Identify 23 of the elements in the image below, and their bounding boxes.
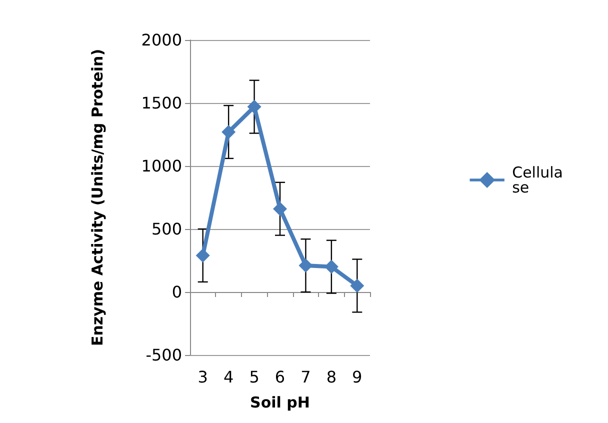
y-tick-label: 2000 (141, 30, 182, 50)
y-tick-label: 0 (172, 282, 182, 302)
legend-label: Cellulase (512, 164, 564, 196)
point (350, 278, 364, 293)
x-tick-label: 4 (223, 368, 234, 386)
x-tick-label: 5 (249, 368, 260, 386)
y-tick-label: -500 (146, 346, 182, 364)
y-tick-label: 1000 (141, 156, 182, 176)
point (273, 202, 287, 216)
point (247, 100, 262, 114)
y-tick-label: 1500 (141, 94, 182, 112)
point (196, 248, 210, 262)
point (298, 258, 313, 273)
x-tick-label: 3 (198, 368, 208, 386)
x-tick-label: 6 (274, 368, 286, 386)
y-tick-label: 500 (151, 220, 182, 238)
y-axis-title: Enzyme Activity (Units/mg Protein) (88, 48, 106, 346)
x-tick-label: 8 (326, 368, 337, 386)
point (222, 124, 236, 139)
x-tick-label: 7 (300, 368, 311, 386)
x-tick-label: 9 (352, 368, 362, 386)
point (324, 260, 338, 274)
x-axis-title: Soil pH (250, 394, 310, 412)
